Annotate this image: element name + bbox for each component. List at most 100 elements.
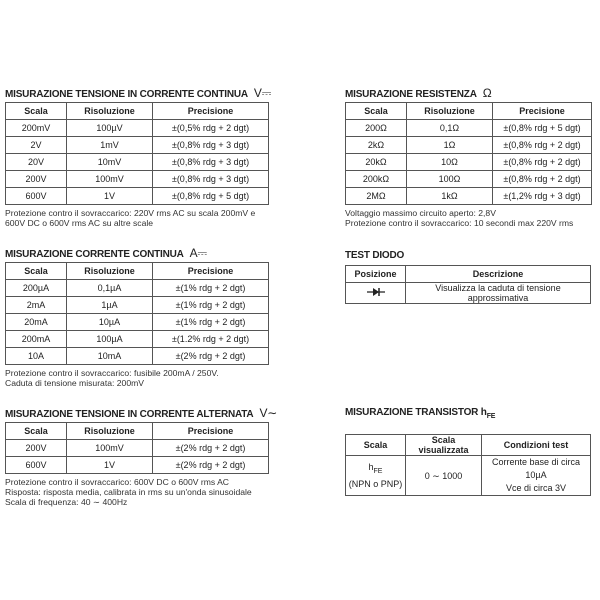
unit-symbol: V⎓ xyxy=(253,86,272,100)
table-row: 2kΩ 1Ω ±(0,8% rdg + 2 dgt) xyxy=(345,136,592,154)
note-line: Protezione contro il sovraccarico: 10 se… xyxy=(345,218,574,228)
table-row: 2mA 1µA ±(1% rdg + 2 dgt) xyxy=(5,296,269,314)
section-title: MISURAZIONE RESISTENZA Ω xyxy=(345,86,592,100)
spec-table: Scala Risoluzione Precisione 200mV 100µV ±(0,… xyxy=(5,102,269,205)
title-text: MISURAZIONE TENSIONE IN CORRENTE CONTINU… xyxy=(5,89,248,100)
header-cell: Condizioni test xyxy=(481,434,591,456)
diode-section: TEST DIODO Posizione Descrizione Visuali… xyxy=(345,249,591,304)
table-cell: 200kΩ xyxy=(345,170,407,188)
header-cell: Risoluzione xyxy=(66,102,153,120)
condition-line: Vce di circa 3V xyxy=(505,483,567,493)
table-cell: ±(1,2% rdg + 3 dgt) xyxy=(492,187,592,205)
transistor-title-text: MISURAZIONE TRANSISTOR xyxy=(345,407,479,418)
table-cell: 2mA xyxy=(5,296,67,314)
table-row: 200V 100mV ±(2% rdg + 2 dgt) xyxy=(5,439,269,457)
table-cell: 10Ω xyxy=(406,153,493,171)
diode-title: TEST DIODO xyxy=(345,250,405,261)
header-cell: Scala visualizzata xyxy=(405,434,482,456)
dc-current-section: MISURAZIONE CORRENTE CONTINUA A⎓ Scala Riso… xyxy=(5,246,269,388)
note-line: Risposta: risposta media, calibrata in r… xyxy=(5,487,252,497)
table-row: 2V 1mV ±(0,8% rdg + 3 dgt) xyxy=(5,136,269,154)
table-cell: 100µA xyxy=(66,330,153,348)
diode-table: Posizione Descrizione Visualizza la cadu… xyxy=(345,265,591,304)
spec-table: Scala Risoluzione Precisione 200V 100mV ±(2% … xyxy=(5,422,269,474)
table-cell: ±(1% rdg + 2 dgt) xyxy=(152,279,269,297)
title-text: MISURAZIONE RESISTENZA xyxy=(345,89,477,100)
section-notes: Protezione contro il sovraccarico: 220V … xyxy=(5,208,271,228)
header-cell: Scala xyxy=(5,102,67,120)
section-notes: Protezione contro il sovraccarico: 600V … xyxy=(5,477,277,507)
table-cell: 1V xyxy=(66,456,153,474)
table-cell: 10A xyxy=(5,347,67,365)
table-row: 20mA 10µA ±(1% rdg + 2 dgt) xyxy=(5,313,269,331)
table-cell: 2V xyxy=(5,136,67,154)
table-cell: ±(1.2% rdg + 2 dgt) xyxy=(152,330,269,348)
title-text: MISURAZIONE CORRENTE CONTINUA xyxy=(5,249,184,260)
header-cell: Scala xyxy=(5,262,67,280)
note-line: Protezione contro il sovraccarico: 220V … xyxy=(5,208,256,218)
table-cell: 100µV xyxy=(66,119,153,137)
table-cell: 2kΩ xyxy=(345,136,407,154)
section-title: MISURAZIONE TENSIONE IN CORRENTE ALTERNA… xyxy=(5,406,277,420)
hfe-sub: FE xyxy=(486,413,496,420)
header-cell: Posizione xyxy=(345,265,406,283)
table-cell: ±(0,8% rdg + 3 dgt) xyxy=(152,136,269,154)
header-cell: Risoluzione xyxy=(66,422,153,440)
note-line: Voltaggio massimo circuito aperto: 2,8V xyxy=(345,208,496,218)
table-cell: ±(0,8% rdg + 2 dgt) xyxy=(492,136,592,154)
table-row: 20kΩ 10Ω ±(0,8% rdg + 2 dgt) xyxy=(345,153,592,171)
dc-voltage-section: MISURAZIONE TENSIONE IN CORRENTE CONTINU… xyxy=(5,86,271,228)
diode-icon xyxy=(366,288,385,296)
unit-symbol: V∼ xyxy=(259,406,278,420)
table-cell: 1mV xyxy=(66,136,153,154)
table-cell: 20V xyxy=(5,153,67,171)
transistor-title: MISURAZIONE TRANSISTOR hFE xyxy=(345,406,591,420)
table-cell: 200mA xyxy=(5,330,67,348)
table-cell: ±(2% rdg + 2 dgt) xyxy=(152,456,269,474)
table-cell: 10mV xyxy=(66,153,153,171)
hfe-h: h xyxy=(368,462,374,473)
header-cell: Scala xyxy=(345,102,407,120)
note-line: 600V DC o 600V rms AC su altre scale xyxy=(5,218,154,228)
spec-table: Scala Risoluzione Precisione 200µA 0,1µA ±(1%… xyxy=(5,262,269,365)
table-cell: ±(2% rdg + 2 dgt) xyxy=(152,347,269,365)
table-cell: ±(0,8% rdg + 5 dgt) xyxy=(492,119,592,137)
table-cell: 200V xyxy=(5,170,67,188)
hfe-symbol: hFE xyxy=(481,407,496,420)
header-cell: Precisione xyxy=(492,102,592,120)
table-row: 2MΩ 1kΩ ±(1,2% rdg + 3 dgt) xyxy=(345,187,592,205)
table-cell: 0,1Ω xyxy=(406,119,493,137)
scale-note: (NPN o PNP) xyxy=(348,478,403,489)
transistor-conditions: Corrente base di circa 10µA Vce di circa … xyxy=(481,455,591,496)
section-title: MISURAZIONE CORRENTE CONTINUA A⎓ xyxy=(5,246,269,260)
section-notes: Protezione contro il sovraccarico: fusib… xyxy=(5,368,269,388)
table-cell: ±(0,8% rdg + 2 dgt) xyxy=(492,153,592,171)
table-cell: 200Ω xyxy=(345,119,407,137)
table-cell: 100mV xyxy=(66,170,153,188)
table-row: 200mV 100µV ±(0,5% rdg + 2 dgt) xyxy=(5,119,269,137)
spec-table: Scala Risoluzione Precisione 200Ω 0,1Ω ±(0,8%… xyxy=(345,102,592,205)
note-line: Protezione contro il sovraccarico: 600V … xyxy=(5,477,230,487)
table-row: 200V 100mV ±(0,8% rdg + 3 dgt) xyxy=(5,170,269,188)
table-cell: 10µA xyxy=(66,313,153,331)
header-cell: Precisione xyxy=(152,102,269,120)
table-cell: ±(1% rdg + 2 dgt) xyxy=(152,313,269,331)
title-text: MISURAZIONE TENSIONE IN CORRENTE ALTERNA… xyxy=(5,409,254,420)
table-cell: 100mV xyxy=(66,439,153,457)
table-row: 200mA 100µA ±(1.2% rdg + 2 dgt) xyxy=(5,330,269,348)
header-cell: Scala xyxy=(5,422,67,440)
table-cell: 600V xyxy=(5,187,67,205)
header-cell: Descrizione xyxy=(405,265,591,283)
table-cell: 2MΩ xyxy=(345,187,407,205)
table-row: 600V 1V ±(0,8% rdg + 5 dgt) xyxy=(5,187,269,205)
hfe-sub: FE xyxy=(373,467,383,475)
transistor-section: MISURAZIONE TRANSISTOR hFE Scala Scala v… xyxy=(345,406,591,496)
table-cell: ±(2% rdg + 2 dgt) xyxy=(152,439,269,457)
table-row: 200Ω 0,1Ω ±(0,8% rdg + 5 dgt) xyxy=(345,119,592,137)
unit-symbol: A⎓ xyxy=(189,246,207,260)
note-line: Protezione contro il sovraccarico: fusib… xyxy=(5,368,219,378)
table-cell: 20kΩ xyxy=(345,153,407,171)
table-cell: 1Ω xyxy=(406,136,493,154)
table-cell: 600V xyxy=(5,456,67,474)
condition-line: Corrente base di circa 10µA xyxy=(491,457,581,480)
